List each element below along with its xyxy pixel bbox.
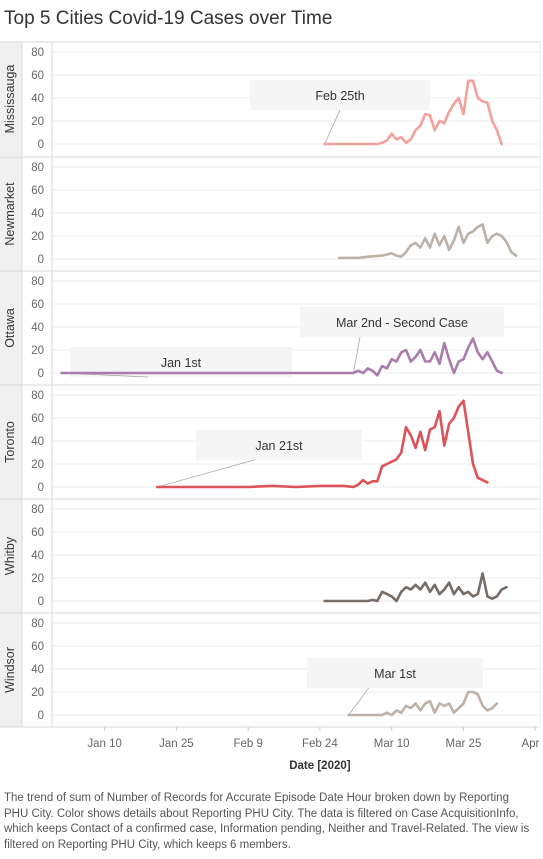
y-tick-label: 40 — [31, 664, 44, 676]
y-tick-label: 40 — [31, 93, 44, 105]
y-tick-label: 0 — [38, 254, 44, 266]
y-tick-label: 60 — [31, 70, 44, 82]
y-tick-label: 80 — [31, 276, 44, 288]
y-tick-label: 60 — [31, 413, 44, 425]
y-tick-label: 0 — [38, 139, 44, 151]
y-tick-label: 20 — [31, 459, 44, 471]
facet-label: Ottawa — [3, 308, 17, 348]
y-tick-label: 20 — [31, 573, 44, 585]
y-tick-label: 40 — [31, 436, 44, 448]
facet-label: Mississauga — [3, 65, 17, 134]
x-axis-title: Date [2020] — [289, 760, 351, 772]
annotation-text: Jan 1st — [161, 356, 202, 370]
x-tick-label: Jan 10 — [87, 738, 122, 750]
annotation-text: Mar 1st — [374, 667, 416, 681]
series-line-newmarket — [339, 225, 516, 258]
x-tick-label: Mar 10 — [374, 738, 410, 750]
y-tick-label: 40 — [31, 208, 44, 220]
y-tick-label: 20 — [31, 116, 44, 128]
facet-label: Toronto — [3, 421, 17, 463]
y-tick-label: 60 — [31, 527, 44, 539]
chart-caption: The trend of sum of Number of Records fo… — [4, 791, 534, 853]
y-tick-label: 80 — [31, 390, 44, 402]
annotation-text: Mar 2nd - Second Case — [336, 316, 468, 330]
x-tick-label: Mar 25 — [446, 738, 482, 750]
series-line-windsor — [349, 692, 497, 715]
annotation-text: Feb 25th — [315, 89, 364, 103]
annotation-leader — [325, 110, 340, 144]
y-tick-label: 80 — [31, 618, 44, 630]
annotation-leader — [353, 337, 360, 373]
facet-label: Newmarket — [3, 182, 17, 246]
facet-label: Whitby — [3, 536, 17, 575]
y-tick-label: 60 — [31, 185, 44, 197]
x-tick-label: Feb 24 — [302, 738, 338, 750]
y-tick-label: 20 — [31, 231, 44, 243]
y-tick-label: 0 — [38, 482, 44, 494]
annotation-text: Jan 21st — [255, 439, 303, 453]
x-tick-label: Feb 9 — [233, 738, 262, 750]
y-tick-label: 60 — [31, 641, 44, 653]
y-tick-label: 80 — [31, 47, 44, 59]
x-tick-label: Apr 9 — [521, 738, 543, 750]
y-tick-label: 20 — [31, 345, 44, 357]
y-tick-label: 60 — [31, 299, 44, 311]
y-tick-label: 0 — [38, 596, 44, 608]
y-tick-label: 40 — [31, 550, 44, 562]
y-tick-label: 0 — [38, 368, 44, 380]
faceted-line-chart: 0 20 40 60 80 Mississauga Feb 25th 0 20 40 60 80 New… — [0, 0, 543, 785]
x-tick-label: Jan 25 — [159, 738, 194, 750]
y-tick-label: 40 — [31, 322, 44, 334]
y-tick-label: 20 — [31, 687, 44, 699]
y-tick-label: 80 — [31, 504, 44, 516]
y-tick-label: 0 — [38, 710, 44, 722]
facet-label: Windsor — [3, 647, 17, 693]
y-tick-label: 80 — [31, 162, 44, 174]
